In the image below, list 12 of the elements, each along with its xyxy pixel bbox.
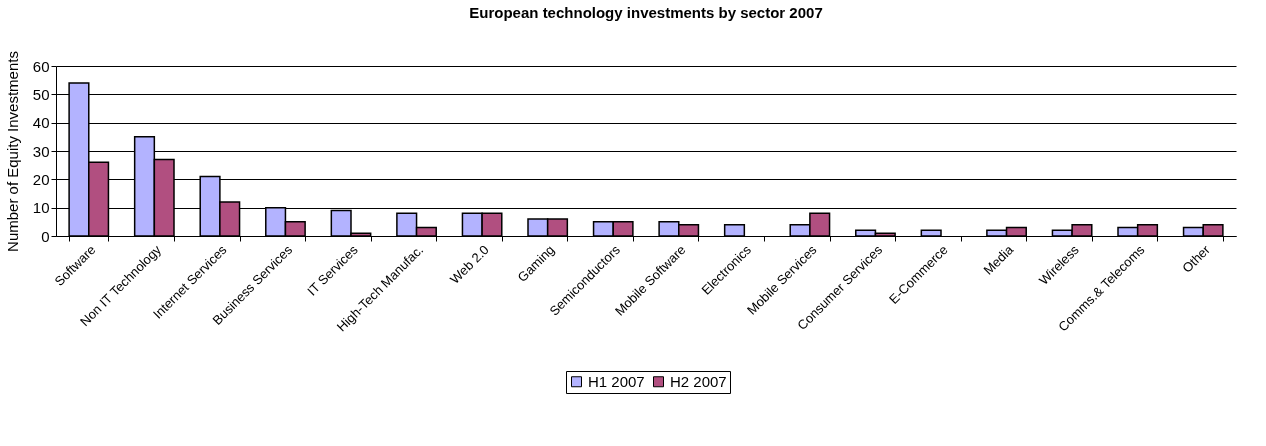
y-axis-title: Number of Equity Investments [3,51,21,252]
y-tick-label: 50 [32,85,50,103]
y-tick-label: 20 [32,170,50,188]
y-tick-label: 60 [32,57,50,75]
legend-label: H2 2007 [670,372,727,390]
legend-label: H1 2007 [588,372,645,390]
y-tick-label: 40 [32,114,50,132]
y-tick-label: 30 [32,142,50,160]
x-tick-label: Web 2.0 [447,242,492,287]
chart-title: European technology investments by sector 2007 [469,3,823,21]
y-tick-label: 10 [32,199,50,217]
y-tick-label: 0 [41,227,50,245]
